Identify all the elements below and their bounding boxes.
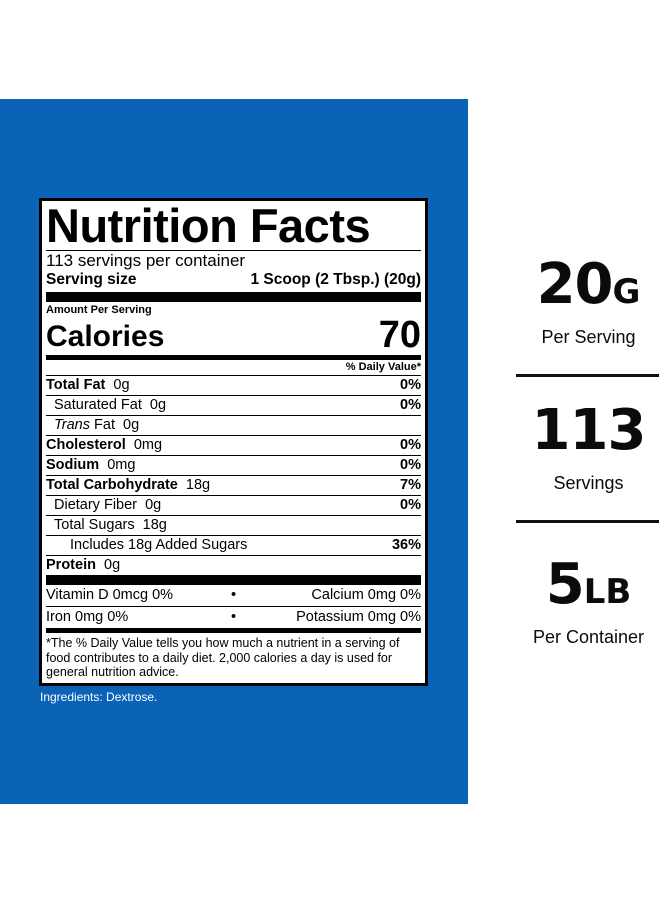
stat-divider [516,520,659,523]
nutrient-row-saturated-fat: Saturated Fat 0g 0% [46,395,421,415]
nutrient-row-added-sugars: Includes 18g Added Sugars 36% [46,535,421,555]
stat-protein: 20G Per Serving [517,255,660,348]
amount-per-serving: Amount Per Serving [46,304,152,316]
stat-servings: 113 Servings [517,401,660,494]
nutrient-row-total-carbohydrate: Total Carbohydrate 18g 7% [46,475,421,493]
stat-caption: Servings [553,473,624,493]
nutrient-row-total-sugars: Total Sugars 18g [46,515,421,535]
label-title: Nutrition Facts [46,199,371,252]
nutrient-row-sodium: Sodium 0mg 0% [46,455,421,473]
nutrient-row-cholesterol: Cholesterol 0mg 0% [46,435,421,453]
daily-value-header: % Daily Value* [345,361,421,373]
stat-weight: 5LB Per Container [517,555,660,648]
stat-divider [516,374,659,377]
calories-value: 70 [378,314,421,356]
serving-size-label: Serving size [46,271,137,288]
vitamin-row-1: Vitamin D 0mcg 0% • Calcium 0mg 0% [46,587,421,603]
stat-caption: Per Serving [541,327,636,347]
calories-row: Calories 70 [46,314,421,356]
nutrient-row-dietary-fiber: Dietary Fiber 0g 0% [46,495,421,515]
nutrient-row-protein: Protein 0g [46,555,421,575]
serving-size-row: Serving size 1 Scoop (2 Tbsp.) (20g) [46,271,421,290]
calories-label: Calories [46,320,165,353]
ingredients-text: Ingredients: Dextrose. [40,690,158,704]
stat-caption: Per Container [532,627,645,647]
servings-per-container: 113 servings per container [46,251,246,270]
nutrition-facts-label: Nutrition Facts 113 servings per contain… [39,198,428,686]
vitamin-row-2: Iron 0mg 0% • Potassium 0mg 0% [46,606,421,628]
serving-size-value: 1 Scoop (2 Tbsp.) (20g) [250,271,421,288]
footnote: *The % Daily Value tells you how much a … [46,636,400,679]
nutrient-row-total-fat: Total Fat 0g 0% [46,375,421,393]
nutrient-row-trans-fat: Trans Fat 0g [46,415,421,435]
